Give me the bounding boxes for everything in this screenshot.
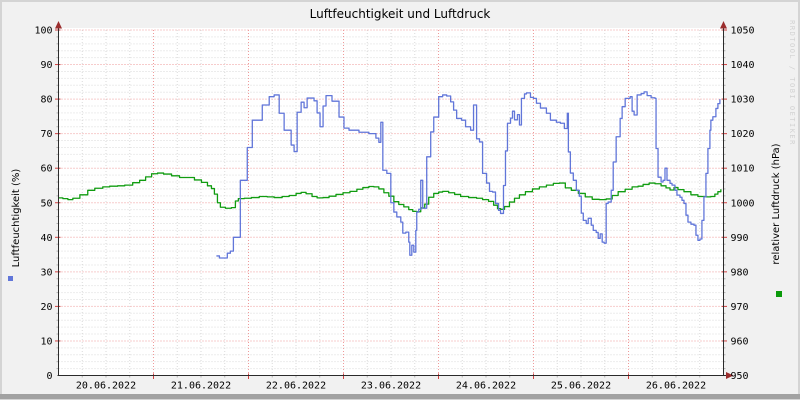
x-tick-label: 21.06.2022 xyxy=(171,381,231,392)
rrdtool-watermark: RRDTOOL / TOBI OETIKER xyxy=(788,20,796,146)
y-left-tick-label: 30 xyxy=(40,267,52,278)
y-left-tick-label: 0 xyxy=(46,371,52,382)
x-tick-label: 22.06.2022 xyxy=(266,381,326,392)
x-tick-label: 24.06.2022 xyxy=(456,381,516,392)
legend-swatch-luftfeuchtigkeit xyxy=(8,276,13,281)
y-right-tick-label: 1050 xyxy=(731,26,755,37)
series-line-luftfeuchtigkeit xyxy=(216,91,721,259)
y-right-tick-label: 1020 xyxy=(731,129,755,140)
y-left-tick-label: 90 xyxy=(40,60,52,71)
y-left-tick-label: 80 xyxy=(40,95,52,106)
x-tick-label: 26.06.2022 xyxy=(646,381,706,392)
y-left-tick-label: 10 xyxy=(40,336,52,347)
right-axis-arrow xyxy=(720,21,727,29)
y-right-tick-label: 1000 xyxy=(731,198,755,209)
y-left-tick-label: 100 xyxy=(34,26,52,37)
left-axis-arrow xyxy=(55,21,62,29)
y-left-tick-label: 50 xyxy=(40,198,52,209)
series-line-luftdruck xyxy=(58,172,722,213)
y-axis-left-label: Luftfeuchtigkeit (%) xyxy=(11,168,22,268)
y-right-tick-label: 1040 xyxy=(731,60,755,71)
x-tick-label: 20.06.2022 xyxy=(76,381,136,392)
y-right-tick-label: 980 xyxy=(731,267,749,278)
y-right-tick-label: 990 xyxy=(731,233,749,244)
y-axis-right-label: relativer Luftdruck (hPa) xyxy=(771,143,782,265)
y-right-tick-label: 950 xyxy=(731,371,749,382)
y-right-tick-label: 970 xyxy=(731,302,749,313)
legend-swatch-luftdruck xyxy=(776,291,782,297)
y-left-tick-label: 70 xyxy=(40,129,52,140)
x-tick-label: 23.06.2022 xyxy=(361,381,421,392)
y-right-tick-label: 1010 xyxy=(731,164,755,175)
y-right-tick-label: 1030 xyxy=(731,95,755,106)
y-left-tick-label: 20 xyxy=(40,302,52,313)
y-left-tick-label: 40 xyxy=(40,233,52,244)
chart-title: Luftfeuchtigkeit und Luftdruck xyxy=(309,7,491,21)
x-tick-label: 25.06.2022 xyxy=(551,381,611,392)
x-axis-arrow xyxy=(726,372,734,379)
bottom-separator-bar xyxy=(0,394,800,399)
y-left-tick-label: 60 xyxy=(40,164,52,175)
y-right-tick-label: 960 xyxy=(731,336,749,347)
